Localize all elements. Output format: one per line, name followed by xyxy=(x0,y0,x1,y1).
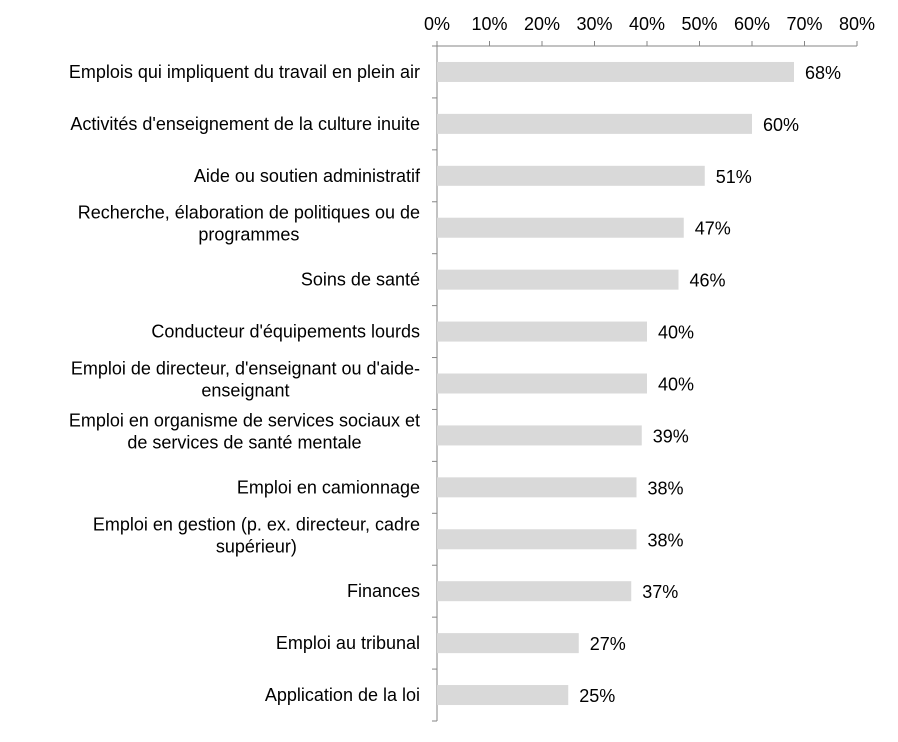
x-tick-label: 60% xyxy=(734,14,770,34)
x-tick-label: 0% xyxy=(424,14,450,34)
x-tick-label: 10% xyxy=(471,14,507,34)
x-tick-label: 40% xyxy=(629,14,665,34)
bar xyxy=(437,61,794,82)
category-label: programmes xyxy=(198,225,299,245)
bar xyxy=(437,321,647,342)
category-label: Emploi en camionnage xyxy=(237,477,420,497)
data-label: 60% xyxy=(763,115,799,135)
data-label: 38% xyxy=(648,530,684,550)
data-label: 46% xyxy=(690,271,726,291)
x-axis: 0% 10% 20% 30% 40% 50% 60% 70% 80% xyxy=(424,14,875,47)
category-label: Emplois qui impliquent du travail en ple… xyxy=(69,62,420,82)
category-label: Activités d'enseignement de la culture i… xyxy=(70,114,420,134)
data-label: 27% xyxy=(590,634,626,654)
x-tick-label: 20% xyxy=(524,14,560,34)
data-label: 40% xyxy=(658,375,694,395)
category-label: Soins de santé xyxy=(301,270,420,290)
data-label: 40% xyxy=(658,323,694,343)
category-label: Emploi en gestion (p. ex. directeur, cad… xyxy=(93,514,420,534)
bar xyxy=(437,269,679,290)
data-label: 37% xyxy=(642,582,678,602)
bar xyxy=(437,685,569,706)
bar xyxy=(437,165,705,186)
bar xyxy=(437,373,647,394)
category-label: Conducteur d'équipements lourds xyxy=(151,322,420,342)
bar xyxy=(437,217,684,238)
category-label: supérieur) xyxy=(216,536,297,556)
category-label: Aide ou soutien administratif xyxy=(194,166,421,186)
bars xyxy=(437,61,794,706)
bar xyxy=(437,581,632,602)
x-tick-label: 80% xyxy=(839,14,875,34)
data-label: 47% xyxy=(695,219,731,239)
data-label: 38% xyxy=(648,478,684,498)
bar xyxy=(437,113,752,134)
data-label: 68% xyxy=(805,63,841,83)
category-label: Emploi au tribunal xyxy=(276,633,420,653)
data-label: 51% xyxy=(716,167,752,187)
category-label: enseignant xyxy=(201,381,289,401)
category-axis: Emplois qui impliquent du travail en ple… xyxy=(69,45,438,722)
x-tick-label: 70% xyxy=(786,14,822,34)
data-labels: 68% 60% 51% 47% 46% 40% 40% 39% 38% 38% 37% 27% 25% xyxy=(579,63,841,706)
bar xyxy=(437,633,579,654)
category-label: Recherche, élaboration de politiques ou … xyxy=(78,203,420,223)
category-label: Emploi en organisme de services sociaux … xyxy=(69,410,420,430)
category-label: Finances xyxy=(347,581,420,601)
x-tick-label: 30% xyxy=(576,14,612,34)
x-tick-label: 50% xyxy=(681,14,717,34)
bar xyxy=(437,477,637,498)
bar xyxy=(437,529,637,550)
category-label: Application de la loi xyxy=(265,685,420,705)
category-label: Emploi de directeur, d'enseignant ou d'a… xyxy=(71,359,420,379)
data-label: 39% xyxy=(653,426,689,446)
category-label: de services de santé mentale xyxy=(127,432,361,452)
data-label: 25% xyxy=(579,686,615,706)
bar xyxy=(437,425,642,446)
